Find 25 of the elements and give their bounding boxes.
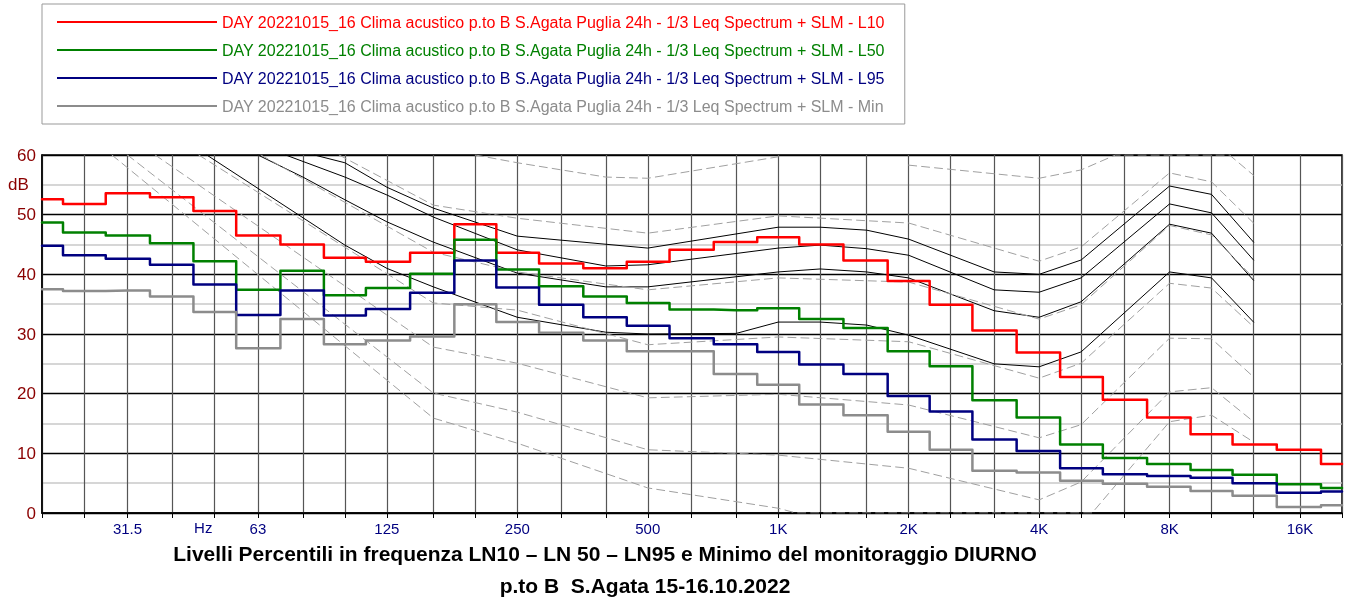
text: DAY 20221015_16 Clima acustico p.to B S.Agata Puglia 24h - 1/3 Leq Spectrum + SLM - L50	[222, 41, 885, 60]
y-axis-title: dB	[8, 174, 29, 194]
y-tick-label: 50	[17, 205, 36, 225]
text: p.to B S.Agata 15-16.10.2022	[499, 574, 791, 597]
x-tick-label: 1K	[769, 520, 788, 537]
y-tick-label: 30	[17, 324, 36, 344]
x-tick-label: 8K	[1160, 520, 1179, 537]
x-tick-label: 2K	[899, 520, 918, 537]
x-tick-label: 500	[635, 520, 661, 537]
text: Livelli Percentili in frequenza LN10 – LN 50 – LN95 e Minimo del monitoraggio DIURNO	[173, 542, 1037, 565]
x-tick-label: 31.5	[112, 520, 143, 537]
text: DAY 20221015_16 Clima acustico p.to B S.Agata Puglia 24h - 1/3 Leq Spectrum + SLM - L95	[222, 69, 885, 88]
x-tick-label: 125	[374, 520, 400, 537]
x-tick-label: 16K	[1286, 520, 1314, 537]
y-tick-label: 0	[26, 503, 36, 523]
y-tick-label: 40	[17, 264, 36, 284]
text: DAY 20221015_16 Clima acustico p.to B S.Agata Puglia 24h - 1/3 Leq Spectrum + SLM - Min	[222, 97, 884, 116]
x-tick-label: 4K	[1029, 520, 1049, 537]
text: DAY 20221015_16 Clima acustico p.to B S.Agata Puglia 24h - 1/3 Leq Spectrum + SLM - L10	[222, 13, 885, 32]
x-tick-label: 250	[504, 520, 530, 537]
x-tick-label: 63	[249, 520, 267, 537]
text: Hz	[194, 519, 213, 536]
y-tick-label: 20	[17, 384, 36, 404]
y-tick-label: 10	[17, 443, 36, 463]
y-tick-label: 60	[17, 145, 36, 165]
